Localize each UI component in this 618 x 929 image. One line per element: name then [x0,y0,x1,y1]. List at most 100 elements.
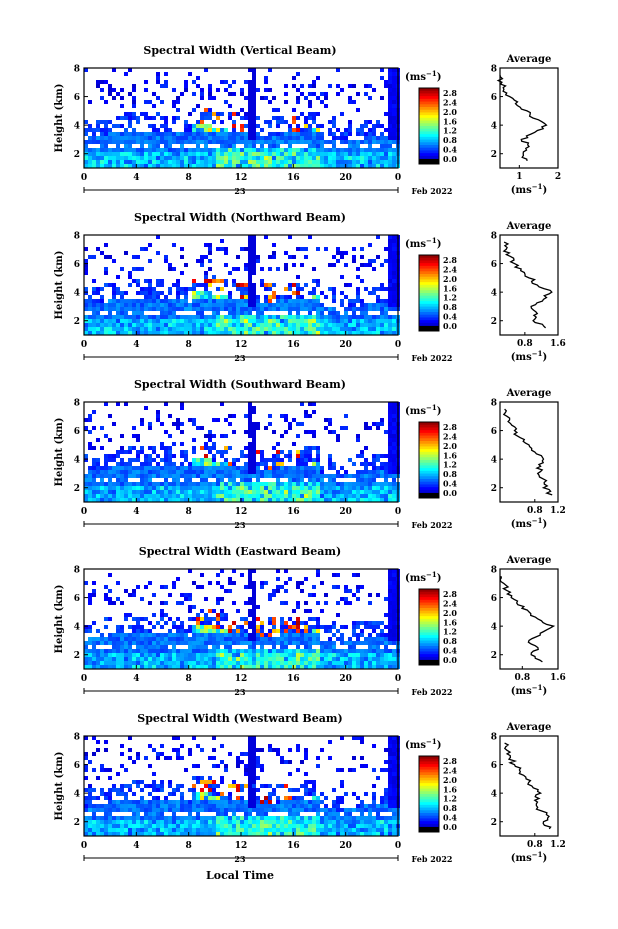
heatmap-cell [360,641,364,645]
heatmap-cell [140,597,144,601]
heatmap-cell [100,792,104,796]
heatmap-cell [192,327,196,331]
heatmap-cell [264,327,268,331]
heatmap-cell [204,780,208,784]
heatmap-cell [292,657,296,661]
heatmap-cell [132,641,136,645]
heatmap-cell [216,800,220,804]
heatmap-cell [164,613,168,617]
heatmap-cell [140,482,144,486]
heatmap-cell [124,768,128,772]
heatmap-cell [144,132,148,136]
heatmap-cell [200,478,204,482]
heatmap-cell [148,315,152,319]
heatmap-cell [344,319,348,323]
heatmap-cell [192,307,196,311]
heatmap-cell [300,661,304,665]
heatmap-cell [204,613,208,617]
heatmap-cell [88,303,92,307]
heatmap-cell [112,661,116,665]
heatmap-cell [252,136,256,140]
heatmap-cell [164,816,168,820]
heatmap-cell [248,279,252,283]
heatmap-cell [188,470,192,474]
heatmap-cell [392,303,396,307]
heatmap-cell [316,446,320,450]
heatmap-cell [144,486,148,490]
heatmap-cell [128,470,132,474]
heatmap-cell [232,470,236,474]
heatmap-cell [344,132,348,136]
heatmap-cell [264,315,268,319]
heatmap-cell [136,804,140,808]
heatmap-cell [132,486,136,490]
heatmap-cell [240,450,244,454]
heatmap-cell [304,601,308,605]
heatmap-cell [336,665,340,669]
heatmap-cell [308,490,312,494]
heatmap-cell [176,832,180,836]
heatmap-cell [188,748,192,752]
heatmap-cell [332,263,336,267]
heatmap-cell [88,482,92,486]
heatmap-cell [244,327,248,331]
heatmap-cell [232,120,236,124]
heatmap-cell [360,454,364,458]
heatmap-cell [332,486,336,490]
heatmap-cell [184,633,188,637]
average-x-label-close: ) [542,519,547,530]
heatmap-cell [220,148,224,152]
heatmap-cell [312,120,316,124]
heatmap-cell [360,657,364,661]
heatmap-cell [96,824,100,828]
heatmap-cell [356,641,360,645]
heatmap-cell [252,661,256,665]
heatmap-cell [268,490,272,494]
heatmap-cell [108,478,112,482]
heatmap-cell [324,593,328,597]
heatmap-cell [348,641,352,645]
heatmap-cell [116,323,120,327]
heatmap-cell [112,291,116,295]
heatmap-cell [360,661,364,665]
heatmap-cell [164,637,168,641]
heatmap-cell [148,100,152,104]
heatmap-cell [184,319,188,323]
heatmap-cell [392,462,396,466]
heatmap-cell [116,625,120,629]
heatmap-cell [92,649,96,653]
heatmap-cell [144,494,148,498]
heatmap-cell [216,792,220,796]
heatmap-cell [96,247,100,251]
heatmap-cell [392,263,396,267]
heatmap-cell [252,498,256,502]
heatmap-cell [352,486,356,490]
heatmap-cell [96,319,100,323]
heatmap-cell [252,104,256,108]
heatmap-cell [260,494,264,498]
heatmap-cell [112,96,116,100]
heatmap-cell [116,649,120,653]
heatmap-cell [320,482,324,486]
heatmap-cell [204,68,208,72]
heatmap-cell [388,653,392,657]
heatmap-cell [276,442,280,446]
heatmap-cell [228,589,232,593]
heatmap-cell [200,92,204,96]
heatmap-cell [200,299,204,303]
heatmap-cell [160,613,164,617]
heatmap-cell [128,458,132,462]
heatmap-cell [152,804,156,808]
colorbar-segment [419,314,439,318]
heatmap-cell [180,442,184,446]
colorbar-tick-label: 2.8 [443,255,457,265]
heatmap-cell [232,637,236,641]
heatmap-cell [188,418,192,422]
heatmap-cell [392,251,396,255]
heatmap-cell [168,446,172,450]
heatmap-cell [108,458,112,462]
heatmap-cell [96,486,100,490]
heatmap-cell [184,768,188,772]
heatmap-cell [336,434,340,438]
heatmap-cell [220,156,224,160]
